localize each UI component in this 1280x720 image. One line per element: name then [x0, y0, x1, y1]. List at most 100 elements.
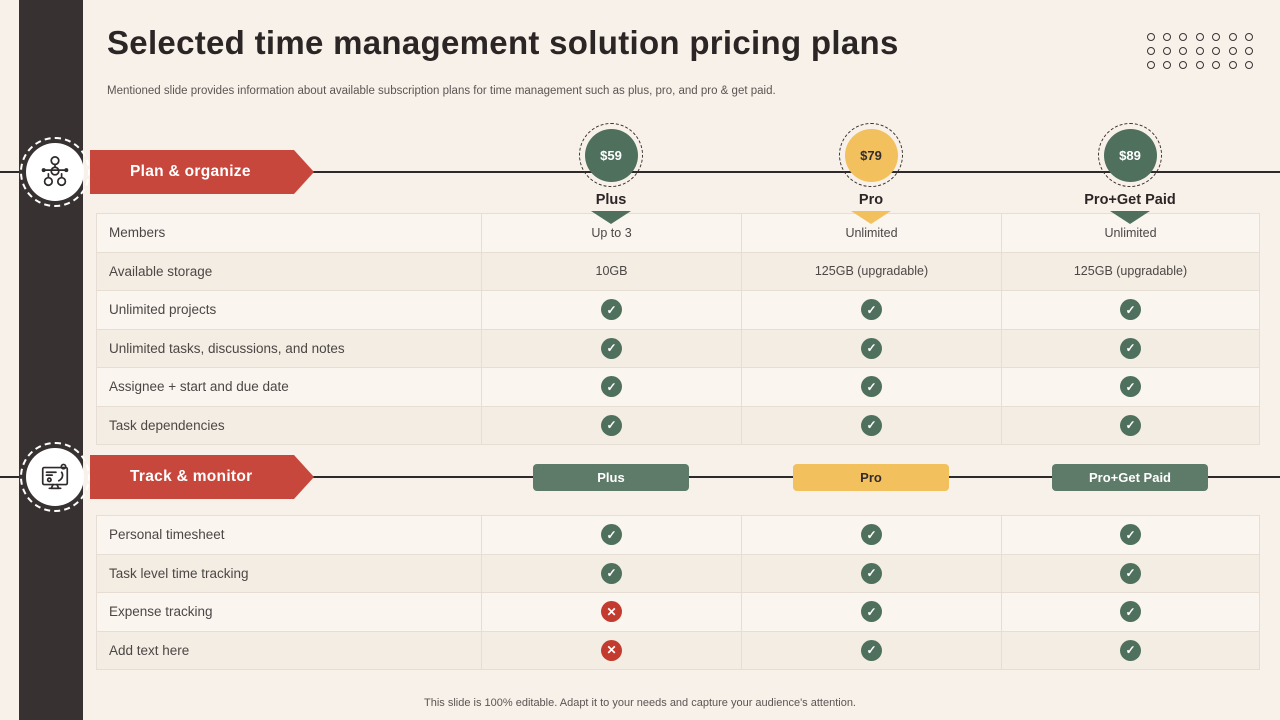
- check-icon: ✓: [1120, 639, 1141, 661]
- check-icon: ✓: [861, 524, 882, 546]
- check-icon: ✓: [601, 524, 622, 546]
- table-row: Task level time tracking ✓ ✓ ✓: [97, 554, 1259, 593]
- value-cell: ✕: [482, 631, 742, 669]
- value-cell: ✓: [742, 291, 1002, 329]
- dot: [1179, 61, 1188, 69]
- dot: [1245, 47, 1253, 55]
- check-icon: ✓: [1120, 376, 1141, 398]
- value-cell: 125GB (upgradable): [742, 252, 1002, 290]
- plan-header: $59 Plus: [531, 123, 691, 224]
- dot: [1228, 33, 1237, 41]
- dot: [1163, 47, 1172, 55]
- plan-header: $79 Pro: [791, 123, 951, 224]
- check-icon: ✓: [861, 337, 882, 359]
- dot: [1163, 33, 1172, 41]
- price-badge: $89: [1103, 128, 1157, 182]
- dot: [1179, 33, 1188, 41]
- check-icon: ✓: [601, 414, 622, 436]
- feature-cell: Unlimited projects: [97, 291, 482, 329]
- table-row: Unlimited projects ✓ ✓ ✓: [97, 291, 1259, 330]
- table-row: Available storage 10GB 125GB (upgradable) 1…: [97, 252, 1259, 291]
- feature-cell: Add text here: [97, 631, 482, 669]
- feature-cell: Personal timesheet: [97, 516, 482, 554]
- dot: [1195, 47, 1204, 55]
- feature-cell: Assignee + start and due date: [97, 368, 482, 406]
- value-cell: Unlimited: [1002, 214, 1259, 252]
- dot: [1163, 61, 1172, 69]
- value-cell: ✓: [1002, 516, 1259, 554]
- dot: [1146, 33, 1155, 41]
- plan-pill-pro: Pro: [793, 464, 949, 491]
- divider-line: [0, 476, 19, 478]
- section-banner-track-monitor: Track & monitor: [90, 455, 314, 499]
- dot: [1245, 61, 1253, 69]
- org-chart-icon: [26, 143, 84, 201]
- value-cell: ✓: [1002, 632, 1259, 670]
- price-ring: $89: [1098, 123, 1162, 187]
- feature-cell: Expense tracking: [97, 593, 482, 631]
- plan-pill-label: Plus: [597, 470, 625, 485]
- dots-decoration: [1146, 33, 1253, 69]
- divider-line: [0, 171, 19, 173]
- plan-name: Plus: [595, 192, 627, 208]
- dot: [1212, 47, 1221, 55]
- value-cell: ✓: [482, 406, 742, 444]
- price-badge: $59: [584, 128, 638, 182]
- value-cell: ✓: [1002, 555, 1259, 593]
- value-cell: ✓: [482, 554, 742, 592]
- table-row: Task dependencies ✓ ✓ ✓: [97, 406, 1259, 445]
- page-subtitle: Mentioned slide provides information abo…: [107, 85, 776, 97]
- dot: [1195, 33, 1204, 41]
- plan-organize-table: Members Up to 3 Unlimited Unlimited Availabl…: [96, 213, 1260, 445]
- value-cell: ✓: [742, 631, 1002, 669]
- dot: [1195, 61, 1204, 69]
- dot: [1228, 47, 1237, 55]
- dot: [1146, 47, 1155, 55]
- plan-pill-label: Pro: [860, 470, 882, 485]
- slide-footer-note: This slide is 100% editable. Adapt it to…: [424, 697, 856, 709]
- check-icon: ✓: [1120, 299, 1141, 321]
- table-row: Add text here ✕ ✓ ✓: [97, 631, 1259, 670]
- price-ring: $79: [839, 123, 903, 187]
- feature-cell: Members: [97, 214, 482, 252]
- check-icon: ✓: [601, 376, 622, 398]
- value-text: 125GB (upgradable): [814, 264, 929, 279]
- value-cell: ✓: [742, 406, 1002, 444]
- value-cell: 10GB: [482, 252, 742, 290]
- value-text: Unlimited: [845, 225, 898, 240]
- dot: [1179, 47, 1188, 55]
- plan-header: $89 Pro+Get Paid: [1050, 123, 1210, 224]
- divider-line: [310, 171, 1280, 173]
- dot: [1228, 61, 1237, 69]
- value-cell: ✓: [482, 516, 742, 554]
- value-cell: ✓: [1002, 291, 1259, 329]
- monitor-tracking-icon: [26, 448, 84, 506]
- value-cell: ✓: [742, 554, 1002, 592]
- cross-icon: ✕: [601, 639, 622, 661]
- value-text: Up to 3: [591, 225, 632, 240]
- value-cell: ✓: [1002, 368, 1259, 406]
- value-cell: ✓: [742, 368, 1002, 406]
- section-banner-plan-organize: Plan & organize: [90, 150, 314, 194]
- check-icon: ✓: [861, 562, 882, 584]
- triangle-pointer-icon: [591, 211, 631, 224]
- table-row: Members Up to 3 Unlimited Unlimited: [97, 214, 1259, 253]
- plan-pill-label: Pro+Get Paid: [1089, 470, 1171, 485]
- dot: [1212, 33, 1221, 41]
- value-cell: 125GB (upgradable): [1002, 253, 1259, 291]
- plan-pill-pro-get-paid: Pro+Get Paid: [1052, 464, 1208, 491]
- check-icon: ✓: [1120, 414, 1141, 436]
- value-cell: ✕: [482, 593, 742, 631]
- check-icon: ✓: [1120, 601, 1141, 623]
- feature-cell: Available storage: [97, 252, 482, 290]
- triangle-pointer-icon: [1110, 211, 1150, 224]
- value-cell: ✓: [742, 593, 1002, 631]
- value-cell: ✓: [1002, 407, 1259, 445]
- price-badge: $79: [844, 128, 898, 182]
- plan-name: Pro+Get Paid: [1084, 192, 1176, 208]
- section-label: Plan & organize: [130, 163, 251, 180]
- feature-cell: Task level time tracking: [97, 554, 482, 592]
- price-ring: $59: [579, 123, 643, 187]
- value-cell: ✓: [1002, 330, 1259, 368]
